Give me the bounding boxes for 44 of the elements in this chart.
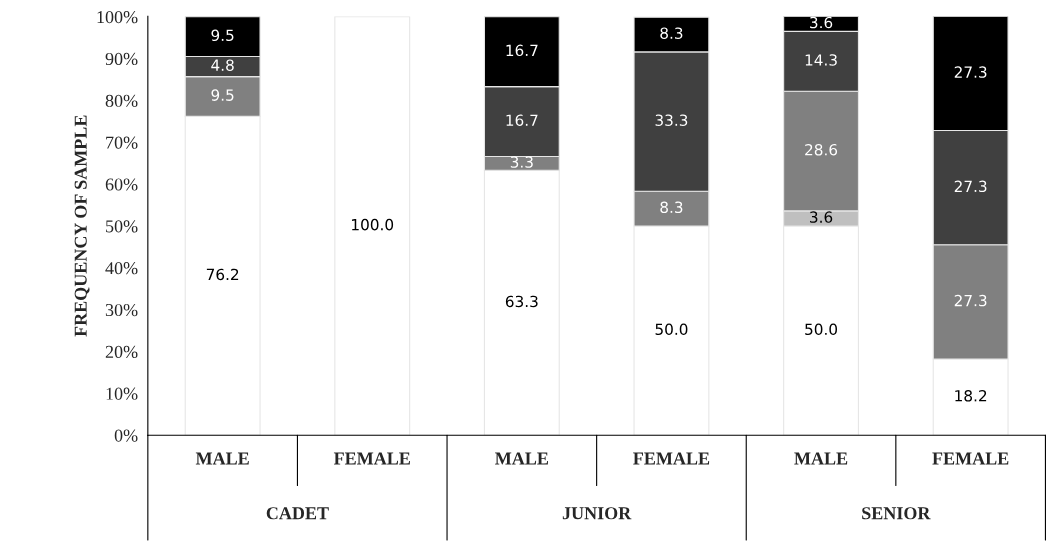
data-label: 50.0 [655, 323, 688, 336]
y-tick-label: 30% [105, 303, 138, 317]
y-tick-label: 70% [106, 136, 138, 149]
text: JUNIOR [562, 507, 632, 520]
data-label: 8.3 [660, 27, 683, 39]
bar [334, 16, 411, 436]
data-label: 28.6 [805, 143, 838, 156]
x-tick-label: FEMALE [333, 452, 410, 465]
y-tick-label: 80% [105, 94, 138, 107]
data-label: 63.3 [505, 295, 538, 308]
x-tick-label: FEMALE [633, 452, 710, 465]
y-tick-label: 0% [114, 429, 138, 442]
y-tick-label: 40% [105, 262, 138, 275]
data-label: 33.3 [655, 114, 688, 126]
data-label: 100.0 [352, 218, 394, 231]
data-label: 14.3 [805, 54, 837, 66]
y-axis-title: FREQUENCY OF SAMPLE [74, 115, 90, 337]
data-label: 18.2 [955, 390, 987, 402]
y-tick-label: 50% [106, 220, 138, 233]
y-tick-label: 100% [97, 11, 138, 24]
data-label: 76.2 [206, 268, 239, 281]
data-label: 27.3 [954, 180, 987, 193]
data-label: 9.5 [211, 29, 234, 42]
data-label: 16.7 [506, 44, 538, 57]
data-label: 16.7 [506, 114, 538, 126]
data-label: 27.3 [954, 66, 987, 78]
data-label: 9.5 [211, 89, 234, 101]
data-label: 3.6 [810, 211, 833, 223]
x-tick-label: MALE [195, 452, 249, 465]
x-tick-label: MALE [794, 452, 848, 465]
y-tick-label: 20% [105, 345, 138, 359]
data-label: 27.3 [954, 294, 987, 307]
y-tick-label: 90% [105, 52, 138, 66]
x-tick-label: MALE [495, 452, 548, 465]
data-label: 3.3 [510, 156, 533, 168]
y-tick-label: 10% [106, 387, 138, 400]
text: SENIOR [862, 507, 931, 520]
data-label: 50.0 [805, 323, 838, 336]
x-tick-label: FEMALE [932, 452, 1009, 465]
y-tick-label: 60% [105, 178, 138, 191]
data-label: 8.3 [660, 201, 683, 214]
text: CADET [266, 507, 329, 520]
data-label: 3.6 [810, 16, 833, 29]
data-label: 4.8 [211, 59, 234, 71]
